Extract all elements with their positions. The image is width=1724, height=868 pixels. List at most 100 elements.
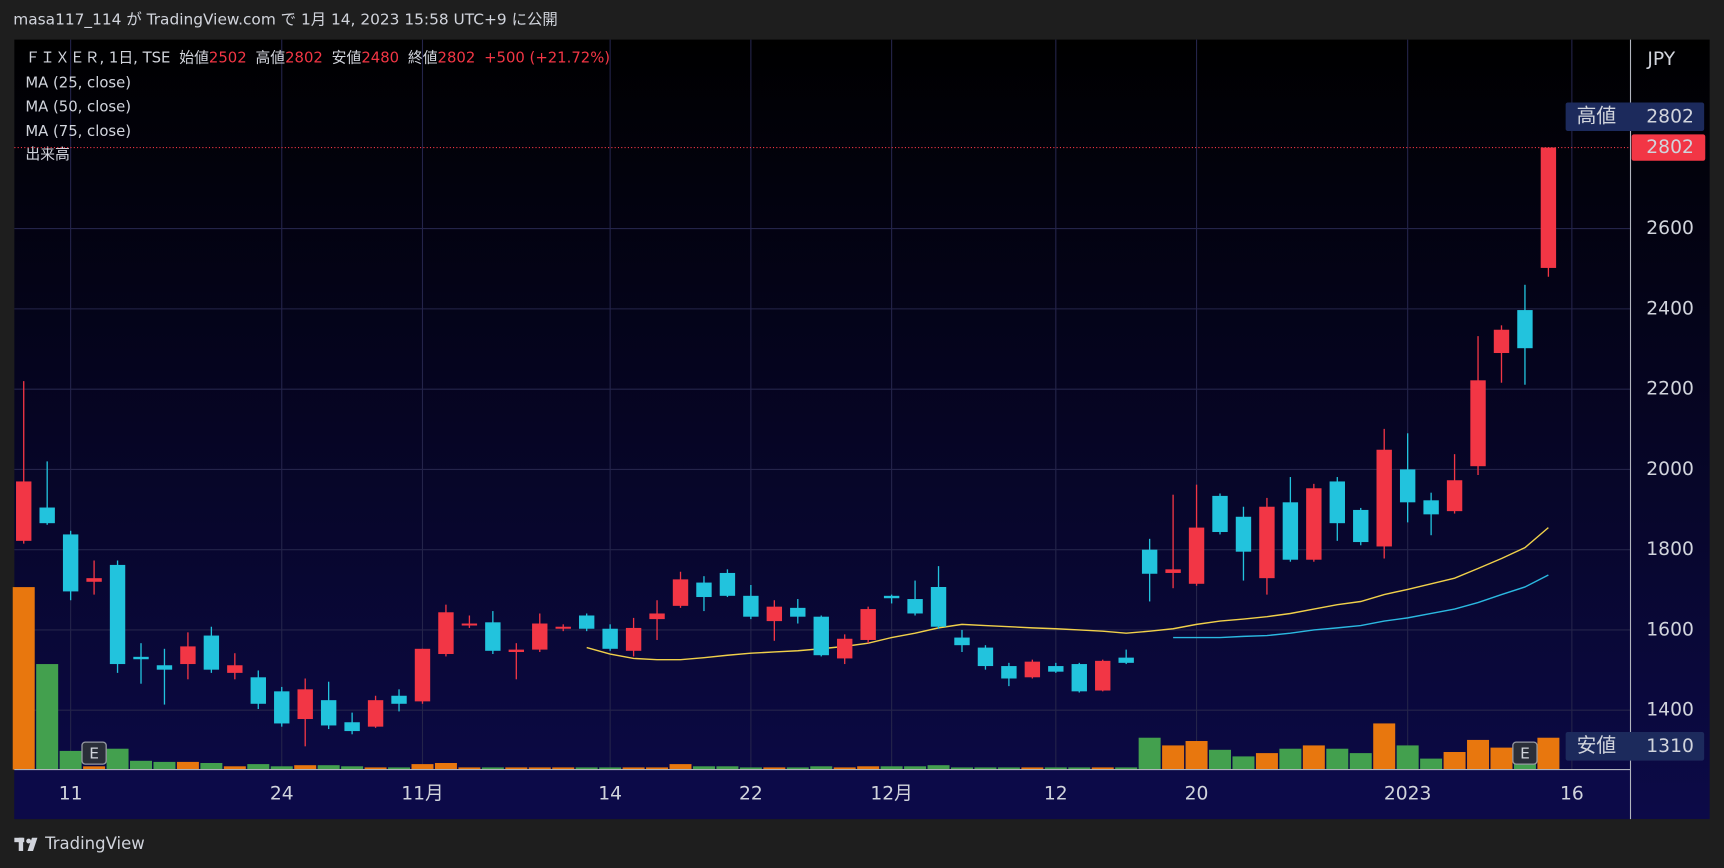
x-tick-label: 22 xyxy=(739,783,763,804)
candle-body xyxy=(696,582,712,598)
volume-bar xyxy=(130,760,152,770)
volume-bar xyxy=(341,766,364,770)
volume-bar xyxy=(317,765,340,770)
legend-entry: MA (75, close) xyxy=(25,123,131,140)
y-tick-label: 2600 xyxy=(1646,218,1694,239)
event-label: E xyxy=(89,745,99,763)
marks xyxy=(12,147,1560,770)
candle-body xyxy=(156,665,173,670)
ohlc-label: 安値 xyxy=(332,49,362,66)
candle-body xyxy=(297,689,313,720)
candle-body xyxy=(1001,666,1017,679)
volume-bar xyxy=(247,764,270,770)
y-tick-label: 2200 xyxy=(1646,379,1694,400)
candle-body xyxy=(1165,569,1181,573)
y-tick-label: 1800 xyxy=(1646,539,1694,560)
volume-bar xyxy=(106,748,129,770)
candle-body xyxy=(274,691,290,724)
volume-bar xyxy=(904,766,927,770)
candle-body xyxy=(1071,664,1087,692)
volume-bar xyxy=(364,767,387,770)
volume-bar xyxy=(223,766,246,770)
volume-bar xyxy=(646,767,669,770)
candle-body xyxy=(649,613,665,620)
price-tag-label: 高値 xyxy=(1577,104,1617,127)
legend-title: ＦＩＸＥＲ, 1日, TSE 始値2502 高値2802 安値2480 終値2802 +5… xyxy=(25,49,610,66)
volume-bar xyxy=(1396,745,1419,770)
logo xyxy=(14,837,38,851)
volume-bar xyxy=(1443,752,1466,770)
event-badge xyxy=(81,741,107,765)
volume-bar xyxy=(36,664,59,770)
candle-body xyxy=(1423,500,1439,515)
volume-bar xyxy=(1326,748,1349,770)
volume-bar xyxy=(810,766,833,770)
x-tick-label: 11月 xyxy=(401,783,443,804)
candle-body xyxy=(1235,516,1252,552)
candle-body xyxy=(672,579,689,606)
volume-bar xyxy=(505,767,528,770)
volume-bar xyxy=(997,767,1020,770)
candle-body xyxy=(954,637,970,646)
candle-body xyxy=(1141,549,1158,574)
volume-bar xyxy=(763,767,786,770)
volume-bar xyxy=(1162,745,1185,770)
last-price-tag xyxy=(1631,134,1706,161)
price-tag-value: 1310 xyxy=(1646,736,1694,757)
volume-bar xyxy=(950,767,973,770)
x-axis-area xyxy=(14,769,1631,820)
candle-body xyxy=(344,722,360,732)
candle-body xyxy=(438,612,454,655)
logo-part xyxy=(27,837,38,851)
volume-bar xyxy=(1255,753,1278,770)
x-tick-label: 12月 xyxy=(870,783,912,804)
price-tag-value: 2802 xyxy=(1646,106,1694,127)
volume-bar xyxy=(434,763,457,770)
x-tick-label: 11 xyxy=(59,783,83,804)
volume-bar xyxy=(1467,739,1490,770)
volume-bar xyxy=(1068,767,1091,770)
logo-part xyxy=(18,837,24,851)
candle-body xyxy=(1399,469,1416,503)
grid xyxy=(14,39,1631,770)
x-tick-label: 16 xyxy=(1560,783,1584,804)
volume-bar xyxy=(669,764,692,770)
candle-body xyxy=(1517,310,1533,349)
candle-body xyxy=(1376,449,1392,547)
candle-body xyxy=(1282,502,1299,560)
volume-bar xyxy=(411,764,434,770)
x-tick-label: 20 xyxy=(1185,783,1209,804)
candle-body xyxy=(227,665,243,673)
ma-line xyxy=(1173,574,1549,639)
volume-bar xyxy=(1537,737,1560,770)
candle-body xyxy=(1470,380,1486,467)
candle-body xyxy=(109,564,126,665)
price-tag xyxy=(1565,102,1705,132)
candle-body xyxy=(578,615,595,629)
candle-body xyxy=(320,700,337,726)
volume-bar xyxy=(1279,748,1302,770)
volume-bar xyxy=(786,767,809,770)
symbol: ＦＩＸＥＲ, 1日, TSE xyxy=(25,49,170,66)
legend-entry: 出来高 xyxy=(25,146,70,163)
candle-body xyxy=(1024,661,1041,678)
candle-body xyxy=(532,623,548,650)
volume-bar xyxy=(481,767,504,770)
volume-bar xyxy=(1490,747,1513,770)
candle-body xyxy=(602,628,618,649)
x-tick-label: 24 xyxy=(270,783,294,804)
candle-body xyxy=(719,572,736,596)
candle-body xyxy=(1095,660,1111,691)
volume-bar xyxy=(1349,753,1372,770)
candle-body xyxy=(485,622,501,651)
volume-bar xyxy=(1232,756,1255,770)
ohlc-value: 2480 xyxy=(361,49,399,66)
volume-bar xyxy=(1091,767,1114,770)
candle-body xyxy=(766,606,783,622)
candle-body xyxy=(1118,657,1134,663)
candle-body xyxy=(1259,506,1275,579)
volume-bar xyxy=(294,765,317,770)
candle-body xyxy=(1540,147,1557,268)
candle-body xyxy=(625,627,642,651)
y-tick-label: 2000 xyxy=(1646,459,1694,480)
